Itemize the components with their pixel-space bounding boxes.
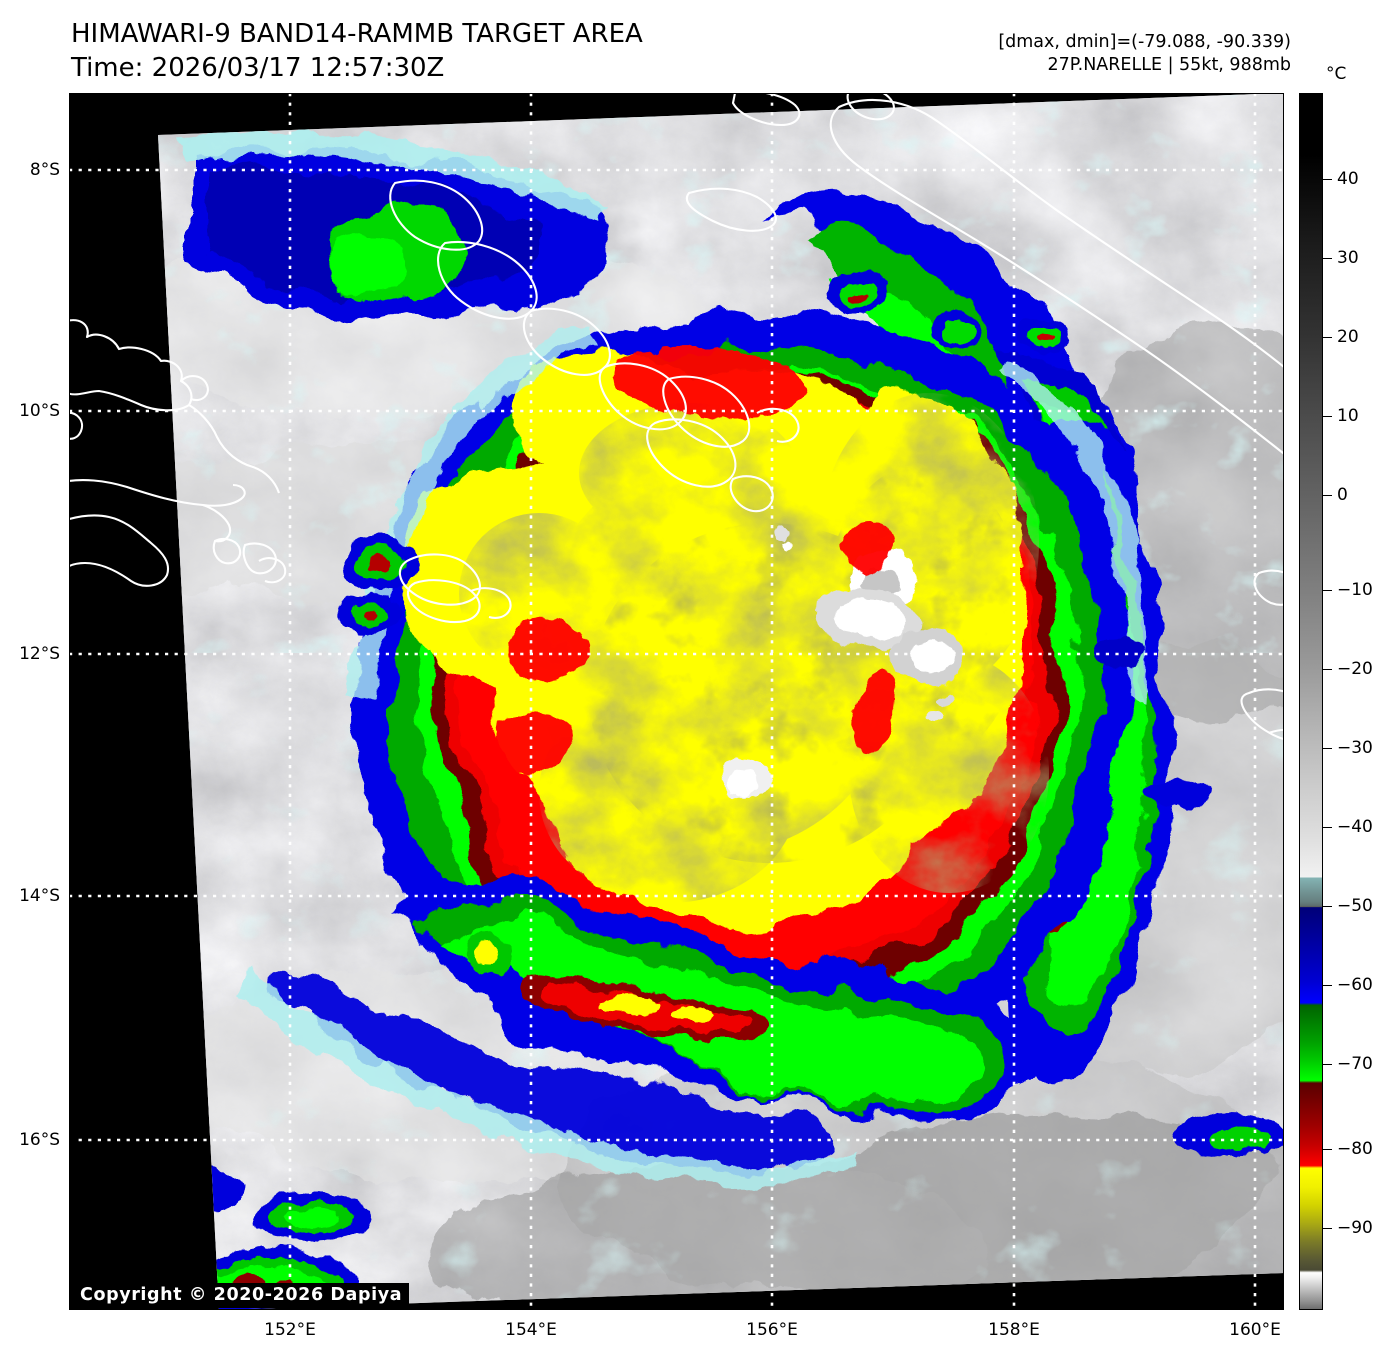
colorbar-unit-label: °C [1326, 64, 1347, 84]
storm-info-label: 27P.NARELLE | 55kt, 988mb [1047, 55, 1291, 76]
xtick-154E: 154°E [505, 1320, 557, 1340]
timestamp-label: Time: 2026/03/17 12:57:30Z [71, 52, 445, 83]
cbar-tick-n80: −80 [1337, 1139, 1373, 1159]
y-axis-labels: 8°S 10°S 12°S 14°S 16°S [0, 0, 69, 1359]
cbar-tick-20: 20 [1337, 327, 1359, 347]
cbar-tick-n30: −30 [1337, 738, 1373, 758]
temperature-colorbar [1299, 93, 1323, 1310]
copyright-label: Copyright © 2020-2026 Dapiya [76, 1283, 410, 1308]
cbar-tick-n50: −50 [1337, 896, 1373, 916]
coastline-overlay [69, 93, 1284, 741]
xtick-158E: 158°E [988, 1320, 1040, 1340]
xtick-152E: 152°E [264, 1320, 316, 1340]
gridlines [69, 93, 1284, 1310]
cbar-tick-10: 10 [1337, 406, 1359, 426]
cbar-tick-n40: −40 [1337, 817, 1373, 837]
ytick-12S: 12°S [19, 644, 60, 664]
satellite-image [69, 93, 1284, 1310]
cbar-tick-40: 40 [1337, 169, 1359, 189]
cbar-tick-n10: −10 [1337, 580, 1373, 600]
dminmax-label: [dmax, dmin]=(-79.088, -90.339) [998, 32, 1291, 52]
colorbar-ticks: 40 30 20 10 0 −10 −20 −30 −40 −50 −60 −7… [1299, 93, 1388, 1310]
page-title: HIMAWARI-9 BAND14-RAMMB TARGET AREA [71, 19, 643, 49]
colorbar-gradient [1300, 94, 1322, 1309]
ytick-10S: 10°S [19, 401, 60, 421]
ytick-8S: 8°S [29, 160, 60, 180]
cbar-tick-0: 0 [1337, 485, 1348, 505]
xtick-156E: 156°E [746, 1320, 798, 1340]
cbar-tick-n60: −60 [1337, 975, 1373, 995]
satellite-plot-area[interactable] [69, 93, 1284, 1310]
cbar-tick-n90: −90 [1337, 1218, 1373, 1238]
cbar-tick-n70: −70 [1337, 1054, 1373, 1074]
ytick-16S: 16°S [19, 1130, 60, 1150]
cbar-tick-30: 30 [1337, 248, 1359, 268]
cbar-tick-n20: −20 [1337, 659, 1373, 679]
ytick-14S: 14°S [19, 886, 60, 906]
metadata-block: [dmax, dmin]=(-79.088, -90.339) 27P.NARE… [998, 31, 1291, 77]
xtick-160E: 160°E [1229, 1320, 1281, 1340]
title-block: HIMAWARI-9 BAND14-RAMMB TARGET AREA Time… [71, 18, 643, 86]
